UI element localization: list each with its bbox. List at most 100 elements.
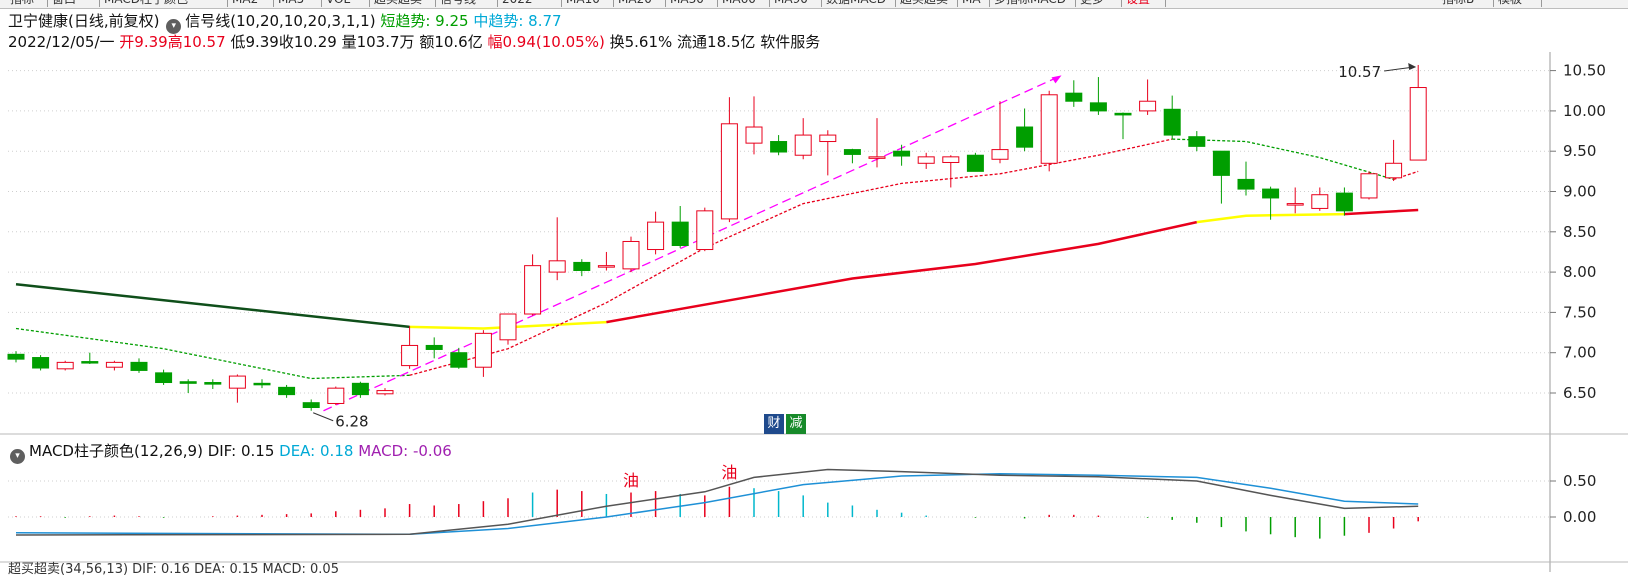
quote-turnover: 换5.61% xyxy=(609,33,673,51)
toolbar-tab-8[interactable]: 2022 xyxy=(498,0,562,7)
bottom-indicator-text: 超买超卖(34,56,13) DIF: 0.16 DEA: 0.15 MACD:… xyxy=(8,562,339,577)
toolbar-tab-0[interactable]: 指标 xyxy=(6,0,48,7)
candle-body xyxy=(32,357,50,369)
macd-dif-line xyxy=(15,468,1419,536)
candle-body xyxy=(351,382,369,396)
macd-name: MACD柱子颜色(12,26,9) xyxy=(29,442,203,460)
mid-trend-value: 中趋势: 8.77 xyxy=(473,12,562,30)
candle-body xyxy=(327,387,345,404)
toolbar-tab-13[interactable]: MA90 xyxy=(770,0,822,7)
reduce-badge[interactable]: 减 xyxy=(786,414,806,434)
candle-body xyxy=(1089,102,1107,112)
macd-collapse-icon[interactable]: ▾ xyxy=(10,449,25,464)
candle-body xyxy=(1016,126,1034,148)
candle-body xyxy=(524,265,542,315)
candle-body xyxy=(1385,162,1403,179)
candle-body xyxy=(548,260,566,273)
macd-header: ▾ MACD柱子颜色(12,26,9) DIF: 0.15 DEA: 0.18 M… xyxy=(8,440,452,464)
long-trend-line-down xyxy=(15,282,410,329)
toolbar-tab-11[interactable]: MA30 xyxy=(666,0,718,7)
toolbar-tab-21[interactable]: 模板 xyxy=(1494,0,1542,7)
quote-amount: 额10.6亿 xyxy=(419,33,483,51)
long-trend-line-flat-2 xyxy=(1196,212,1345,224)
high-annotation: 10.57 xyxy=(1338,63,1381,81)
candle-body xyxy=(647,221,665,251)
macd-tick-label: 0.00 xyxy=(1563,508,1596,526)
stock-name: 卫宁健康(日线,前复权) xyxy=(8,12,160,30)
candle-body xyxy=(1262,188,1280,199)
toolbar-tab-17[interactable]: 多指标MACD xyxy=(990,0,1076,7)
candle-body xyxy=(253,382,271,386)
candle-body xyxy=(868,156,886,159)
macd-macd-value: MACD: -0.06 xyxy=(358,442,452,460)
candle-body xyxy=(278,386,296,396)
quote-open: 开9.39 xyxy=(119,33,168,51)
macd-dea-line xyxy=(15,473,1419,536)
bottom-indicator-header: 超买超卖(34,56,13) DIF: 0.16 DEA: 0.15 MACD:… xyxy=(8,562,339,578)
candle-body xyxy=(671,221,689,247)
candle-body xyxy=(622,240,640,270)
price-tick-label: 10.00 xyxy=(1563,102,1606,120)
quote-info-bar: 2022/12/05/一 开9.39高10.57 低9.39收10.29 量10… xyxy=(8,31,820,53)
candle-body xyxy=(1040,94,1058,164)
candle-body xyxy=(942,156,960,163)
candle-body xyxy=(720,123,738,220)
candle-body xyxy=(1139,100,1157,112)
candle-body xyxy=(179,381,197,384)
candle-body xyxy=(56,361,74,370)
quote-volume: 量103.7万 xyxy=(341,33,415,51)
candle-body xyxy=(917,156,935,164)
low-annotation-arrow xyxy=(313,412,334,422)
candle-body xyxy=(1311,194,1329,209)
quote-float-cap: 流通18.5亿 xyxy=(677,33,756,51)
price-tick-label: 9.50 xyxy=(1563,142,1596,160)
toolbar-tab-20[interactable]: 指标B xyxy=(1438,0,1494,7)
candle-body xyxy=(130,361,148,371)
candle-body xyxy=(1409,87,1427,161)
price-tick-label: 6.50 xyxy=(1563,384,1596,402)
long-trend-line-up xyxy=(606,220,1198,324)
toolbar-tab-6[interactable]: 超买超卖 xyxy=(370,0,436,7)
short-trend-line-green xyxy=(15,327,410,380)
chart-header: 卫宁健康(日线,前复权) ▾ 信号线(10,20,10,20,3,1,1) 短趋势… xyxy=(8,10,562,34)
candle-body xyxy=(794,134,812,156)
toolbar-tab-3[interactable]: MA2 xyxy=(228,0,274,7)
toolbar-tab-1[interactable]: 窗口 xyxy=(48,0,100,7)
toolbar-tab-14[interactable]: 数据MACD xyxy=(822,0,896,7)
finance-badge[interactable]: 财 xyxy=(764,414,784,434)
quote-high: 高10.57 xyxy=(167,33,226,51)
magenta-trend-line xyxy=(323,74,1062,412)
toolbar-tab-16[interactable]: MA xyxy=(958,0,990,7)
toolbar-tab-4[interactable]: MA5 xyxy=(274,0,322,7)
candle-body xyxy=(966,154,984,172)
toolbar-tab-12[interactable]: MA60 xyxy=(718,0,770,7)
toolbar-tab-18[interactable]: 更多 xyxy=(1076,0,1122,7)
indicator-toolbar: 指标窗口MACD柱子颜色MA2MA5VOL超买超卖信号线2022MA10MA20… xyxy=(0,0,1628,9)
macd-tick-label: 0.50 xyxy=(1563,472,1596,490)
toolbar-tab-19[interactable]: 设置 xyxy=(1122,0,1166,7)
toolbar-tab-10[interactable]: MA20 xyxy=(614,0,666,7)
quote-industry: 软件服务 xyxy=(760,33,821,51)
candle-body xyxy=(302,402,320,409)
price-tick-label: 9.00 xyxy=(1563,183,1596,201)
candle-body xyxy=(1237,178,1255,190)
candle-body xyxy=(1286,203,1304,206)
collapse-icon[interactable]: ▾ xyxy=(166,19,182,34)
macd-marker: 油 xyxy=(623,471,639,490)
candle-body xyxy=(696,210,714,251)
toolbar-tab-7[interactable]: 信号线 xyxy=(436,0,498,7)
candle-body xyxy=(376,390,394,395)
toolbar-tab-9[interactable]: MA10 xyxy=(562,0,614,7)
candle-body xyxy=(1114,112,1132,116)
candle-body xyxy=(425,344,443,350)
toolbar-tab-15[interactable]: 超买超卖 xyxy=(896,0,958,7)
macd-dif-value: DIF: 0.15 xyxy=(207,442,275,460)
toolbar-tab-2[interactable]: MACD柱子颜色 xyxy=(100,0,228,7)
short-trend-line-red-2 xyxy=(1393,170,1419,181)
price-tick-label: 10.50 xyxy=(1563,62,1606,80)
toolbar-tab-5[interactable]: VOL xyxy=(322,0,370,7)
price-tick-label: 7.50 xyxy=(1563,303,1596,321)
candle-body xyxy=(1188,136,1206,147)
candle-body xyxy=(401,344,419,367)
